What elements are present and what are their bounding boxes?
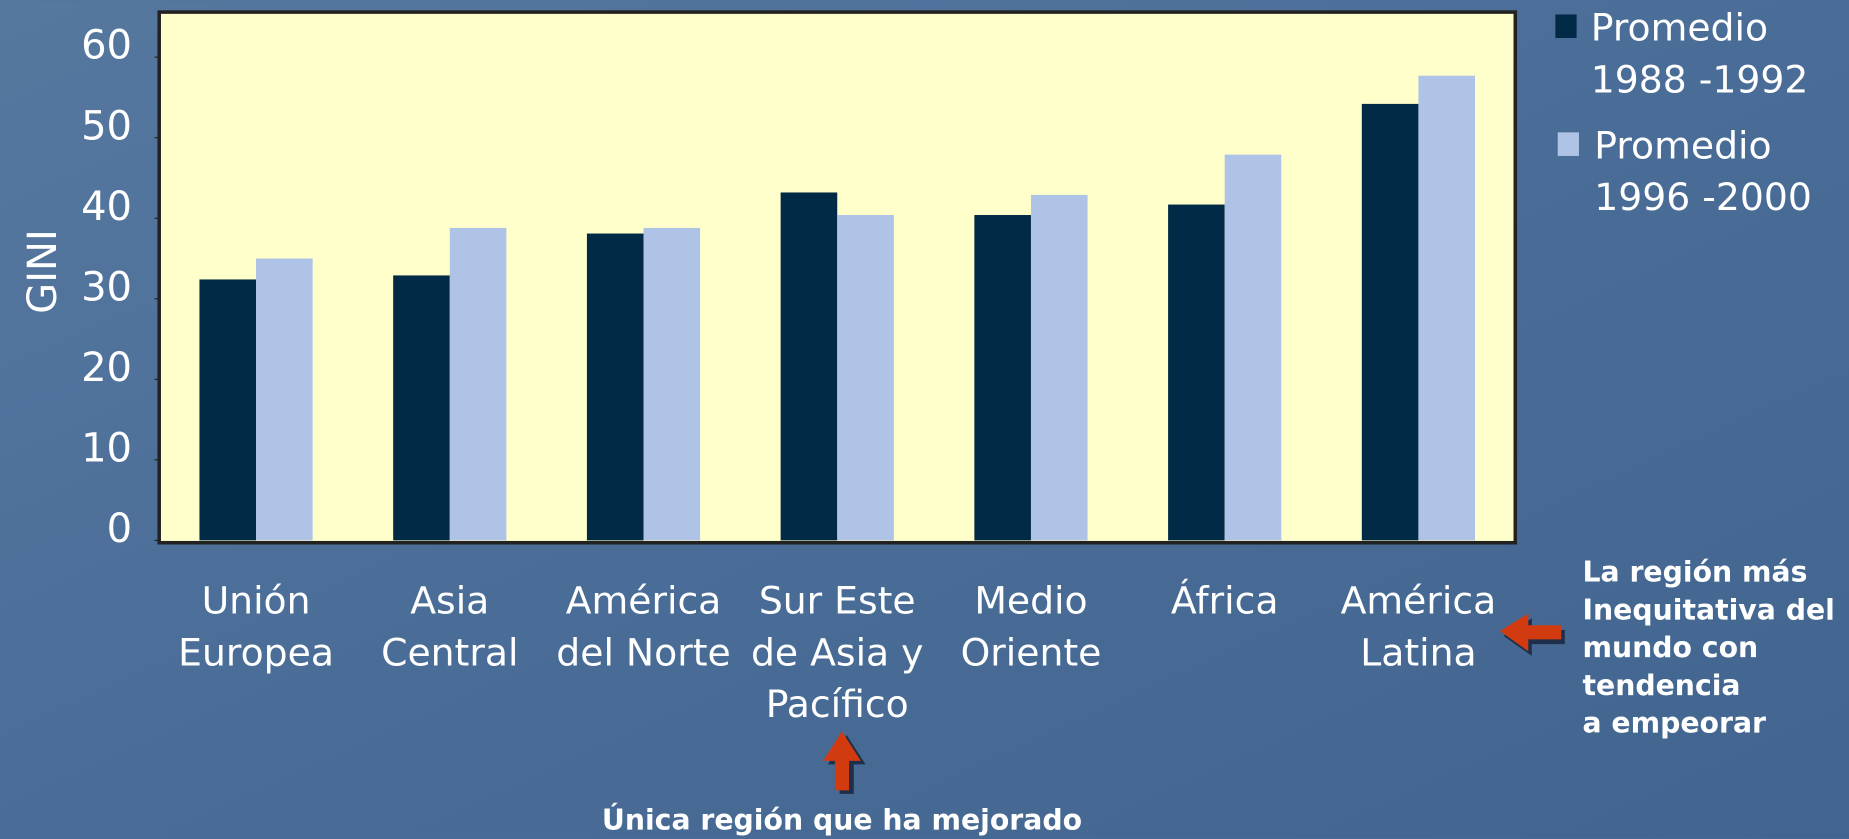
annotation: La región más Inequitativa del mundo con te… [1582, 556, 1834, 740]
legend-swatch [1557, 132, 1579, 156]
bar [1361, 103, 1419, 541]
y-tick-label: 60 [81, 23, 132, 69]
y-tick-label: 10 [81, 425, 132, 471]
bar [586, 233, 644, 541]
bar [974, 215, 1031, 541]
x-tick-label: América del Norte [556, 578, 730, 674]
bar [449, 227, 507, 541]
up-arrow [823, 731, 866, 794]
bar [643, 227, 701, 541]
legend-label: Promedio 1996 -2000 [1594, 123, 1812, 219]
x-tick-label: Unión Europea [178, 578, 334, 674]
x-tick-label: Medio Oriente [961, 578, 1102, 674]
bar [1168, 204, 1225, 541]
y-tick-label: 40 [81, 184, 132, 230]
x-tick-label: Sur Este de Asia y Pacífico [751, 578, 924, 726]
bar [199, 279, 257, 541]
bar [1418, 75, 1476, 541]
bar [1224, 154, 1282, 541]
y-tick-label: 20 [81, 345, 132, 391]
legend-label: Promedio 1988 -1992 [1591, 5, 1809, 101]
right-arrow [1499, 613, 1565, 656]
y-tick-label: 30 [81, 264, 132, 310]
bar [1030, 194, 1088, 541]
bar [837, 215, 894, 541]
x-tick-label: Asia Central [381, 578, 518, 674]
x-tick-label: África [1171, 578, 1279, 622]
y-tick-label: 50 [81, 103, 132, 149]
y-tick-label: 0 [107, 506, 132, 552]
bar [780, 192, 838, 541]
x-tick-label: América Latina [1341, 578, 1497, 674]
bar [393, 275, 450, 541]
legend-swatch [1555, 14, 1577, 39]
y-axis-label: GINI [20, 229, 66, 314]
bar [256, 258, 313, 541]
annotation: Única región que ha mejorado [602, 802, 1082, 836]
